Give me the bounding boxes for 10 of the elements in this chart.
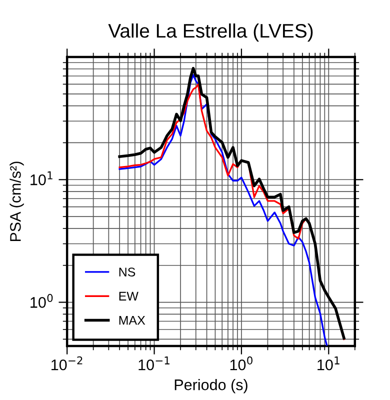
x-tick-label: 10$^{1}$ (318, 356, 340, 370)
x-tick-label: 10$^{−2}$ (52, 356, 82, 370)
legend-label: MAX (119, 316, 146, 325)
legend-label: EW (119, 292, 138, 301)
x-axis-title: Periodo (s) (174, 378, 248, 394)
x-tick-label: 10$^{−1}$ (138, 356, 170, 370)
x-tick-label: 10$^{0}$ (230, 356, 252, 370)
y-axis-title: PSA (cm/s²) (10, 162, 24, 241)
chart-title: Valle La Estrella (LVES) (108, 23, 313, 42)
legend-label: NS (119, 268, 136, 276)
